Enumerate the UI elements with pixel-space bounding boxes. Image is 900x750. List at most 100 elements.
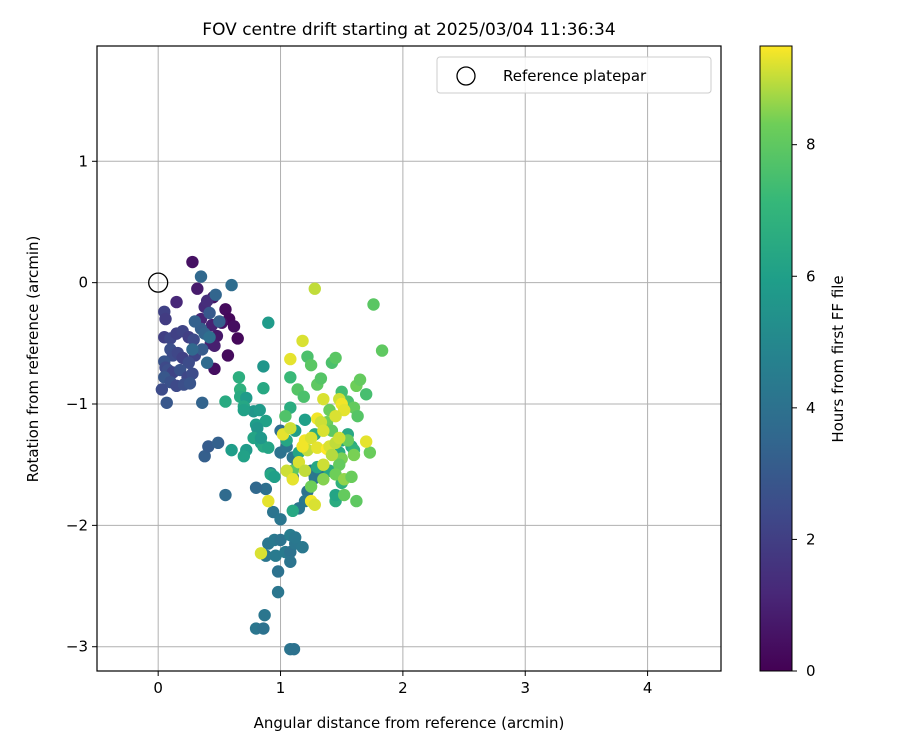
data-point <box>284 422 297 435</box>
y-tick-label: −1 <box>66 395 88 413</box>
data-point <box>257 360 270 373</box>
data-point <box>279 409 292 423</box>
colorbar-ticks: 0 2 4 6 8 <box>792 136 816 680</box>
x-axis-ticks: 0 1 2 3 4 <box>153 671 652 697</box>
data-point <box>314 372 328 385</box>
data-point <box>274 533 287 547</box>
data-point <box>183 377 197 390</box>
data-point <box>329 351 342 365</box>
data-point <box>254 431 268 445</box>
data-point <box>350 494 363 508</box>
data-point <box>317 392 330 406</box>
data-point <box>268 470 281 484</box>
data-point <box>284 352 297 366</box>
data-point <box>186 367 199 380</box>
data-point <box>211 436 225 450</box>
data-point <box>296 334 309 348</box>
y-tick-label: −2 <box>66 516 88 534</box>
y-axis-ticks: −3 −2 −1 0 1 <box>66 152 97 656</box>
data-point <box>325 448 339 462</box>
data-point <box>202 440 215 453</box>
data-point <box>287 642 301 656</box>
grid-lines <box>97 46 721 671</box>
data-point <box>363 446 377 459</box>
data-point <box>209 288 222 301</box>
data-point <box>225 278 238 292</box>
data-point <box>219 488 232 502</box>
data-point <box>257 382 270 395</box>
x-tick-label: 2 <box>398 679 408 697</box>
data-point <box>254 547 268 560</box>
data-point <box>188 315 202 328</box>
data-point <box>196 396 209 409</box>
data-point <box>182 356 195 369</box>
colorbar-tick-label: 0 <box>806 662 816 680</box>
data-point <box>329 409 342 423</box>
colorbar-label: Hours from first FF file <box>829 275 847 442</box>
data-point <box>262 494 275 508</box>
data-point <box>227 320 241 333</box>
plot-frame <box>96 45 722 672</box>
data-point <box>297 390 310 403</box>
data-point <box>298 464 312 477</box>
data-point <box>219 303 232 316</box>
data-point <box>296 440 309 453</box>
data-point <box>258 608 271 622</box>
legend: Reference platepar <box>436 56 712 94</box>
data-point <box>337 403 351 417</box>
chart-title: FOV centre drift starting at 2025/03/04 … <box>202 20 615 40</box>
colorbar-tick-label: 8 <box>806 136 816 154</box>
data-point <box>317 458 330 471</box>
x-tick-label: 4 <box>643 679 653 697</box>
data-point <box>249 481 263 494</box>
data-point <box>203 331 216 344</box>
data-point <box>317 473 330 486</box>
data-point <box>289 531 302 544</box>
data-points <box>148 255 389 656</box>
data-point <box>251 422 264 435</box>
data-point <box>232 371 246 384</box>
data-point <box>219 395 232 408</box>
data-point <box>225 443 238 457</box>
data-point <box>200 294 214 308</box>
data-point <box>317 424 330 437</box>
data-point <box>274 513 287 526</box>
data-point <box>269 549 282 562</box>
data-point <box>200 356 214 369</box>
data-point <box>333 458 346 471</box>
x-tick-label: 0 <box>153 679 163 697</box>
data-point <box>262 316 275 329</box>
data-point <box>186 343 199 356</box>
data-point <box>284 555 297 568</box>
data-point <box>253 403 266 417</box>
data-point <box>170 295 183 309</box>
x-tick-label: 1 <box>276 679 286 697</box>
data-point <box>286 504 299 518</box>
data-point <box>311 441 324 454</box>
reference-platepar-marker <box>148 272 169 293</box>
legend-entry-reference-platepar: Reference platepar <box>503 67 647 85</box>
data-point <box>213 315 226 328</box>
data-point <box>159 312 172 326</box>
data-point <box>375 344 389 357</box>
legend-marker-icon <box>456 66 476 86</box>
data-point <box>284 371 297 384</box>
data-point <box>308 282 321 295</box>
data-point <box>353 373 367 386</box>
y-axis-label: Rotation from reference (arcmin) <box>24 236 42 483</box>
data-point <box>337 488 351 502</box>
y-tick-label: −3 <box>66 638 88 656</box>
y-tick-label: 0 <box>78 274 88 292</box>
data-point <box>237 403 251 417</box>
x-axis-label: Angular distance from reference (arcmin) <box>254 714 565 732</box>
colorbar: 0 2 4 6 8 Hours from first FF file <box>759 45 847 680</box>
data-point <box>304 358 318 372</box>
data-point <box>329 488 342 502</box>
data-point <box>333 431 346 445</box>
data-point <box>198 449 211 463</box>
data-point <box>160 396 173 409</box>
data-point <box>271 585 285 599</box>
data-point <box>359 435 373 448</box>
data-point <box>259 482 273 496</box>
